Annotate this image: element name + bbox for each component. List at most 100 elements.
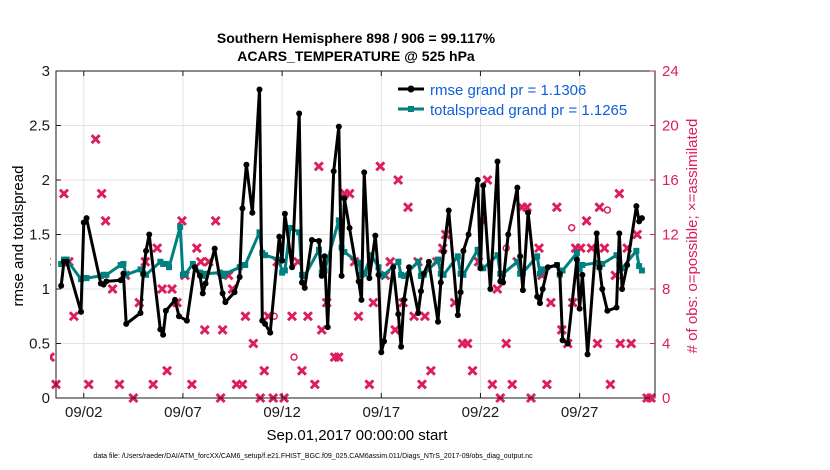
totalspread-point xyxy=(514,258,521,265)
chart-title-line1: Southern Hemisphere 898 / 906 = 99.117% xyxy=(217,30,496,46)
x-axis-label: Sep.01,2017 00:00:00 start xyxy=(267,427,449,444)
rmse-point xyxy=(398,343,405,350)
totalspread-point xyxy=(573,250,580,257)
obs-assimilated-marker xyxy=(259,365,270,376)
obs-assimilated-marker xyxy=(416,379,428,390)
totalspread-point xyxy=(196,269,203,276)
obs-assimilated-marker xyxy=(551,202,562,213)
rmse-point xyxy=(239,205,246,212)
rmse-point xyxy=(175,313,182,320)
y-tick-label-left: 2.5 xyxy=(29,118,50,135)
x-tick-label: 09/27 xyxy=(561,404,599,421)
obs-assimilated-marker xyxy=(195,256,206,267)
rmse-point xyxy=(276,233,283,240)
obs-assimilated-marker xyxy=(581,215,592,226)
y-tick-label-right: 20 xyxy=(662,118,679,135)
rmse-point xyxy=(58,282,65,289)
obs-assimilated-marker xyxy=(199,324,210,335)
totalspread-point xyxy=(296,229,303,236)
rmse-point xyxy=(301,284,308,291)
obs-assimilated-marker xyxy=(353,311,364,322)
totalspread-point xyxy=(256,229,263,236)
totalspread-point xyxy=(58,260,65,267)
y-tick-label-left: 0 xyxy=(42,390,50,407)
legend-label-totalspread: totalspread grand pr = 1.1265 xyxy=(430,102,627,119)
obs-assimilated-marker xyxy=(482,174,493,186)
rmse-point xyxy=(296,110,303,117)
rmse-point xyxy=(279,257,286,264)
totalspread-point xyxy=(83,275,90,282)
legend-marker-rmse xyxy=(407,85,415,93)
plot-area xyxy=(50,86,657,404)
rmse-point xyxy=(514,184,521,191)
obs-possible-marker xyxy=(603,206,612,214)
obs-assimilated-marker xyxy=(492,283,503,295)
totalspread-point xyxy=(636,263,643,270)
x-tick-label: 09/07 xyxy=(164,404,202,421)
y-tick-label-right: 4 xyxy=(662,336,670,353)
obs-assimilated-marker xyxy=(501,338,512,349)
obs-assimilated-marker xyxy=(375,161,386,172)
y-tick-label-left: 1 xyxy=(42,281,50,298)
rmse-point xyxy=(457,289,464,296)
totalspread-point xyxy=(262,252,269,259)
y-tick-label-left: 3 xyxy=(42,63,50,80)
obs-assimilated-marker xyxy=(191,243,202,254)
totalspread-point xyxy=(559,267,566,274)
totalspread-point xyxy=(301,272,308,279)
totalspread-point xyxy=(539,266,546,273)
totalspread-point xyxy=(599,260,606,267)
obs-assimilated-marker xyxy=(96,188,107,199)
totalspread-point xyxy=(242,262,249,269)
rmse-point xyxy=(289,264,296,271)
obs-assimilated-marker xyxy=(210,215,221,226)
obs-assimilated-marker xyxy=(114,379,125,390)
totalspread-point xyxy=(474,246,481,253)
rmse-point xyxy=(599,286,606,292)
totalspread-point xyxy=(579,262,586,269)
obs-assimilated-marker xyxy=(467,365,478,376)
x-axis: 09/02 09/07 09/12 09/17 09/22 09/27 xyxy=(65,71,598,421)
totalspread-point xyxy=(137,266,144,273)
rmse-point xyxy=(318,272,325,279)
rmse-point xyxy=(554,262,561,269)
rmse-point xyxy=(474,177,481,183)
obs-assimilated-marker xyxy=(368,297,379,308)
totalspread-point xyxy=(361,270,368,277)
rmse-point xyxy=(346,224,353,231)
totalspread-point xyxy=(400,272,407,279)
rmse-point xyxy=(355,278,362,285)
obs-possible-marker xyxy=(567,223,576,232)
rmse-point xyxy=(579,271,586,278)
rmse-point xyxy=(316,238,323,245)
totalspread-point xyxy=(222,270,229,277)
rmse-point xyxy=(395,311,402,318)
y-axis-left-label: rmse and totalspread xyxy=(10,166,27,307)
obs-assimilated-marker xyxy=(58,188,69,199)
rmse-point xyxy=(390,264,397,271)
rmse-point xyxy=(624,262,631,269)
y-tick-label-left: 1.5 xyxy=(29,227,50,244)
rmse-point xyxy=(400,296,407,303)
obs-assimilated-marker xyxy=(50,352,56,363)
rmse-point xyxy=(162,307,169,314)
totalspread-point xyxy=(166,264,173,271)
rmse-point xyxy=(487,286,494,292)
rmse-point xyxy=(437,279,444,286)
rmse-point xyxy=(202,280,209,287)
totalspread-point xyxy=(633,247,640,254)
legend-label-rmse: rmse grand pr = 1.1306 xyxy=(430,82,586,99)
totalspread-point xyxy=(341,248,348,255)
legend-marker-totalspread xyxy=(408,106,414,112)
obs-assimilated-marker xyxy=(545,297,556,308)
obs-assimilated-marker xyxy=(148,379,159,390)
rmse-point xyxy=(445,207,452,214)
obs-assimilated-marker xyxy=(522,202,533,213)
rmse-point xyxy=(321,253,328,260)
obs-assimilated-marker xyxy=(533,243,545,254)
rmse-point xyxy=(249,209,256,216)
obs-assimilated-marker xyxy=(83,379,94,390)
totalspread-point xyxy=(287,224,294,231)
rmse-point xyxy=(556,270,563,277)
y-tick-label-right: 0 xyxy=(662,390,670,407)
